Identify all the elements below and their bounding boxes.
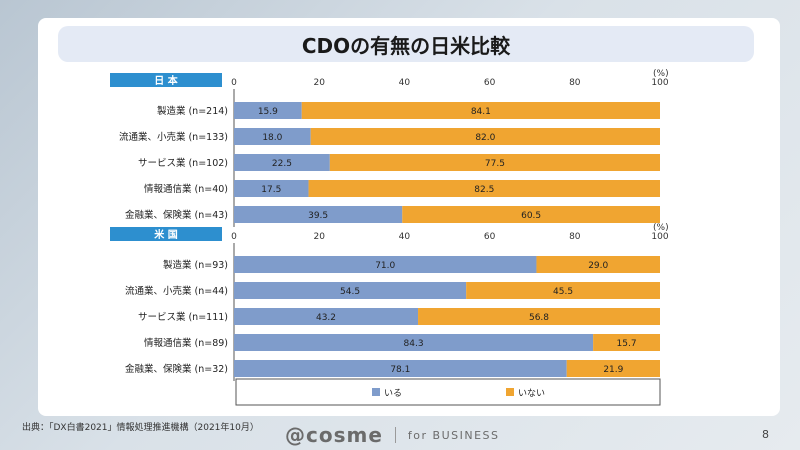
panel-header-label: 日 本: [154, 74, 178, 87]
tick-label: 0: [231, 78, 237, 88]
category-label: 金融業、保険業 (n=43): [125, 209, 228, 221]
source-note: 出典：「DX白書2021」情報処理推進機構（2021年10月）: [22, 423, 259, 433]
bar-iru: [234, 360, 567, 377]
data-label: 17.5: [261, 185, 281, 195]
category-label: 情報通信業 (n=40): [144, 183, 228, 195]
data-label: 43.2: [316, 313, 336, 323]
data-label: 18.0: [262, 133, 282, 143]
bar-inai: [308, 180, 660, 197]
bar-iru: [234, 154, 330, 171]
data-label: 15.7: [617, 339, 637, 349]
tick-label: 80: [569, 78, 581, 88]
tick-label: 20: [313, 232, 325, 242]
tick-label: 40: [399, 78, 411, 88]
tick-label: 100: [651, 232, 668, 242]
bar-iru: [234, 282, 467, 299]
bar-iru: [234, 334, 594, 351]
category-label: 流通業、小売業 (n=44): [125, 285, 228, 297]
data-label: 22.5: [272, 159, 292, 169]
bar-iru: [234, 102, 302, 119]
category-label: サービス業 (n=102): [138, 157, 228, 169]
category-label: 流通業、小売業 (n=133): [119, 131, 228, 143]
tick-label: 0: [231, 232, 237, 242]
bar-inai: [402, 206, 660, 223]
bar-iru: [234, 128, 311, 145]
data-label: 56.8: [529, 313, 549, 323]
legend-box: [235, 378, 661, 406]
category-label: 製造業 (n=93): [163, 259, 228, 271]
legend-swatch-inai: [506, 388, 514, 396]
panel-header-label: 米 国: [154, 228, 177, 241]
bar-iru: [234, 256, 537, 273]
bar-inai: [566, 360, 660, 377]
bar-inai: [418, 308, 660, 325]
logo-divider: [394, 427, 396, 443]
tick-label: 80: [569, 232, 581, 242]
legend-label-inai: いない: [518, 388, 545, 399]
data-label: 82.0: [475, 133, 495, 143]
bar-iru: [234, 308, 419, 325]
tick-label: 60: [484, 232, 496, 242]
panel-header-box: [110, 73, 222, 87]
category-label: サービス業 (n=111): [138, 311, 228, 323]
axis-unit: (%): [653, 69, 669, 79]
cosme-logo: @cosme for BUSINESS: [285, 423, 500, 447]
bar-inai: [593, 334, 660, 351]
legend-label-iru: いる: [384, 388, 402, 399]
data-label: 21.9: [603, 365, 623, 375]
page-title: CDOの有無の日米比較: [301, 33, 511, 58]
data-label: 82.5: [474, 185, 494, 195]
axis-unit: (%): [653, 223, 669, 233]
bar-inai: [310, 128, 660, 145]
tick-label: 60: [484, 78, 496, 88]
bar-iru: [234, 206, 403, 223]
data-label: 39.5: [308, 211, 328, 221]
data-label: 78.1: [390, 365, 410, 375]
data-label: 84.3: [404, 339, 424, 349]
category-label: 情報通信業 (n=89): [144, 337, 228, 349]
legend-swatch-iru: [372, 388, 380, 396]
data-label: 71.0: [375, 261, 395, 271]
bar-iru: [234, 180, 309, 197]
data-label: 77.5: [485, 159, 505, 169]
data-label: 84.1: [471, 107, 491, 117]
logo-subtitle: for BUSINESS: [407, 428, 500, 442]
tick-label: 20: [313, 78, 325, 88]
bar-inai: [301, 102, 660, 119]
category-label: 金融業、保険業 (n=32): [125, 363, 228, 375]
data-label: 60.5: [521, 211, 541, 221]
bar-inai: [329, 154, 660, 171]
tick-label: 100: [651, 78, 668, 88]
logo-mark: @cosme: [285, 423, 383, 447]
bar-inai: [466, 282, 660, 299]
data-label: 45.5: [553, 287, 573, 297]
page-number: 8: [762, 428, 769, 441]
data-label: 29.0: [588, 261, 608, 271]
category-label: 製造業 (n=214): [157, 105, 228, 117]
data-label: 15.9: [258, 107, 278, 117]
tick-label: 40: [399, 232, 411, 242]
title-bar: CDOの有無の日米比較: [58, 26, 754, 62]
data-label: 54.5: [340, 287, 360, 297]
bar-inai: [536, 256, 660, 273]
panel-header-box: [110, 227, 222, 241]
